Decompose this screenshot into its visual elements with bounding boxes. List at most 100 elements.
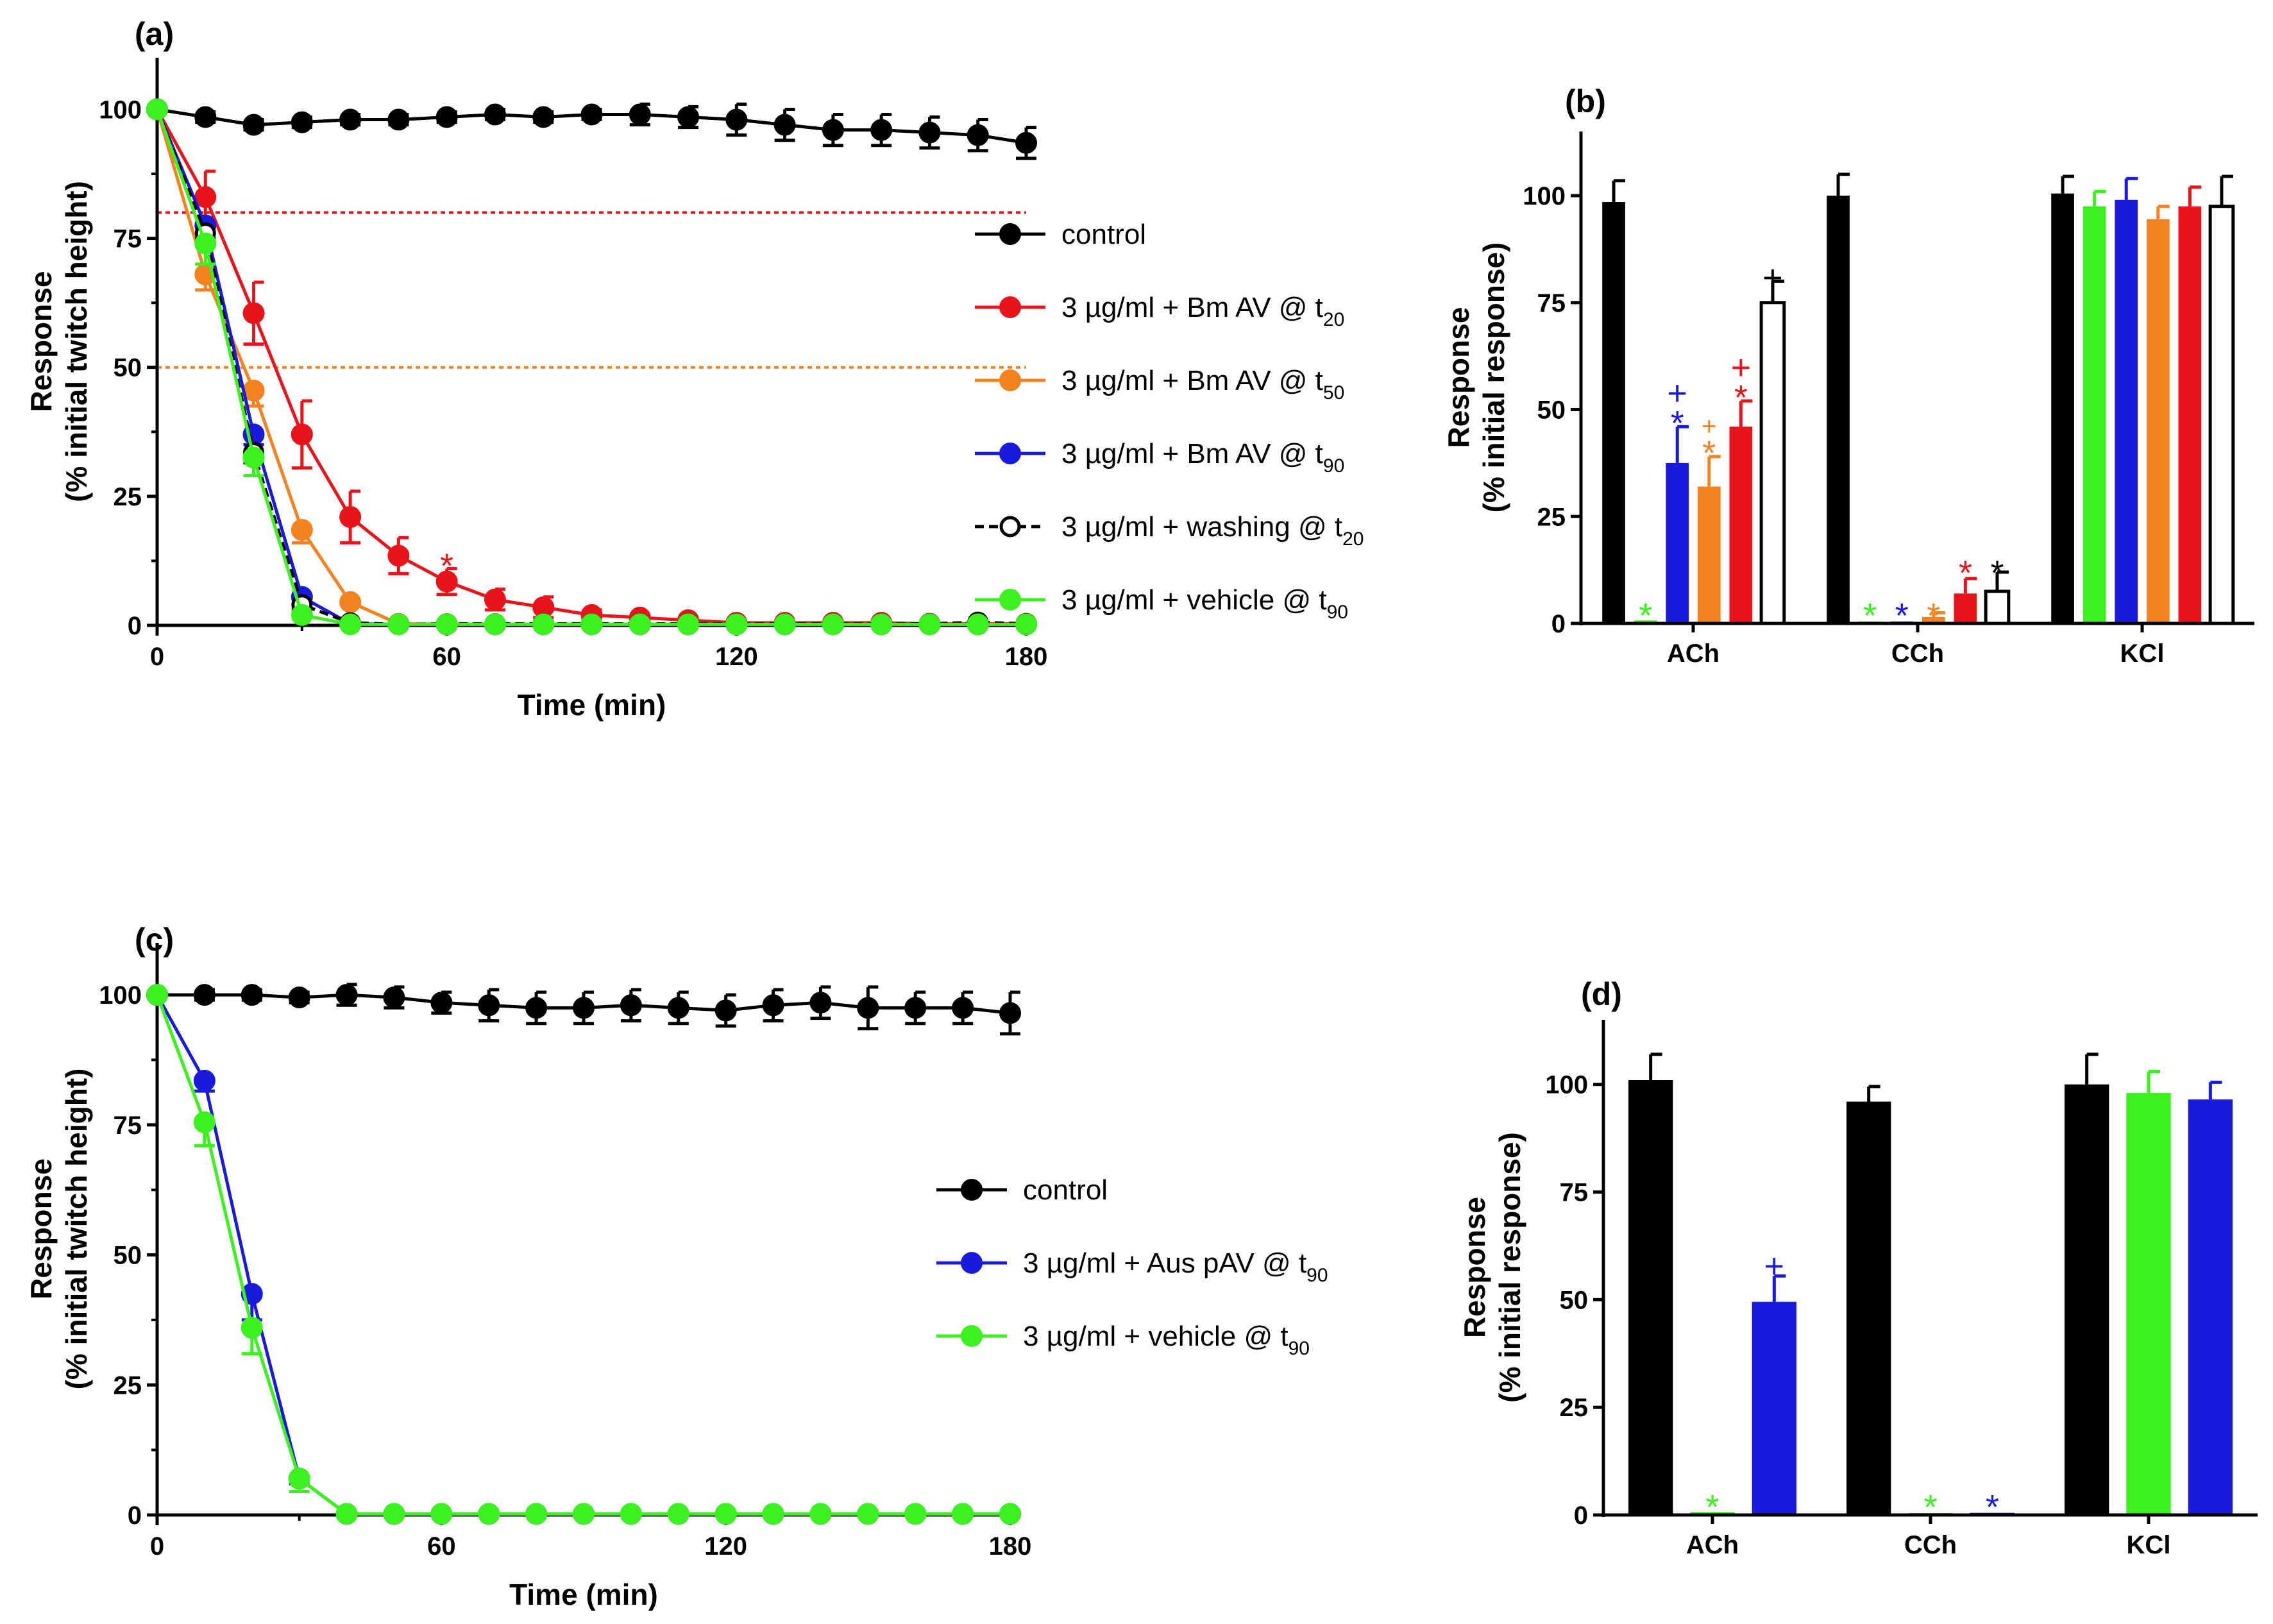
bar [2083,206,2106,623]
data-point [762,1503,784,1525]
data-point [288,1468,310,1490]
data-point [573,997,595,1019]
significance-marker: + [1762,258,1783,297]
legend-entry: 3 µg/ml + vehicle @ t90 [936,1321,1310,1359]
legend-subscript: 90 [1327,602,1348,623]
legend-subscript: 50 [1323,382,1344,403]
legend-marker [999,296,1021,318]
data-point [714,1503,737,1525]
panel-label-c: (c) [135,922,174,958]
data-point [525,1503,548,1525]
data-point [484,103,506,126]
category-label: KCl [2120,639,2165,668]
data-point [532,106,555,128]
legend-subscript: 20 [1323,309,1344,330]
bar [1984,589,2011,625]
data-point [999,1002,1021,1024]
significance-marker: * [1959,554,1972,592]
data-point [725,613,748,636]
significance-marker: + [1731,348,1752,387]
data-point [773,613,796,636]
y-tick-label: 75 [114,1112,142,1140]
y-tick-label: 75 [114,225,142,253]
legend-label: 3 µg/ml + Bm AV @ t90 [1061,438,1344,477]
data-point [677,106,700,128]
category-label: ACh [1686,1531,1739,1559]
data-point [387,613,410,636]
series-c-2 [146,984,1021,1525]
significance-marker: * [1671,404,1684,443]
significance-marker: * [1927,596,1940,635]
legend-entry: 3 µg/ml + Bm AV @ t20 [975,292,1344,330]
y-tick-label: 0 [1551,610,1566,638]
data-point [194,232,217,255]
bar [2146,219,2170,623]
data-point [335,1503,358,1525]
y-tick-label: 25 [114,483,142,511]
category-label: KCl [2127,1531,2171,1559]
data-point [580,613,603,636]
bar [1954,593,1977,623]
legend-label: 3 µg/ml + Bm AV @ t20 [1061,292,1344,330]
significance-marker: + [1702,412,1716,441]
data-point [822,613,844,636]
data-point [146,984,168,1006]
legend-label: 3 µg/ml + Bm AV @ t50 [1061,365,1344,403]
significance-marker: + [1764,1247,1785,1285]
significance-marker: * [1863,596,1877,635]
series-a-0 [146,98,1037,160]
bar [2178,206,2202,623]
data-point [383,986,405,1009]
panel-label-a: (a) [135,16,174,52]
legend-label: 3 µg/ml + vehicle @ t90 [1061,584,1348,623]
bar [1666,462,1689,623]
panel-d-bar-chart: (d) 0 25 50 75 100 ACh CCh KCl Response (% initial… [1458,976,2258,1559]
bar-series-d-1 [1690,1070,2171,1515]
y-axis-title: Response [1458,1197,1491,1338]
legend-entry: 3 µg/ml + Aus pAV @ t90 [936,1248,1328,1286]
bar [2208,205,2235,625]
significance-marker: * [1895,596,1909,635]
data-point [339,591,362,613]
y-axis-subtitle: (% initial twitch height) [60,181,93,502]
significance-marker: * [440,546,453,585]
bar [1759,301,1786,625]
bar [1846,1101,1891,1515]
legend-marker [999,223,1021,245]
data-point [291,519,313,541]
bar [1697,486,1721,623]
y-tick-label: 100 [99,96,142,124]
bar [1827,196,1850,624]
data-point [525,997,548,1019]
data-point [667,1503,689,1525]
data-point [339,506,362,529]
legend-marker [999,443,1021,464]
bar [1729,427,1753,623]
legend-marker [999,369,1021,391]
data-point [620,1503,642,1525]
data-point [904,1503,927,1525]
legend-marker [961,1179,983,1201]
y-tick-label: 25 [114,1371,142,1400]
bar [2188,1099,2233,1515]
data-point [952,997,974,1019]
bar-series-b-1 [1634,189,2106,623]
bar [2115,199,2138,624]
data-point [580,103,603,126]
y-axis-title: Response [24,1158,58,1299]
panel-c-line-chart: (c) 0 25 50 75 100 0 60 120 180 Time (min) Response… [24,922,1328,1611]
data-point [435,570,458,593]
legend-label: 3 µg/ml + Aus pAV @ t90 [1023,1248,1328,1286]
data-point [773,114,796,136]
y-tick-label: 25 [1560,1394,1589,1422]
data-point [383,1503,405,1525]
y-tick-label: 0 [128,612,142,640]
series-line [155,994,1010,1516]
panel-label-b: (b) [1565,83,1606,119]
data-point [904,997,927,1019]
data-point [714,999,737,1022]
data-point [435,613,458,636]
data-point [620,994,642,1017]
bar-series-b-2 [1666,176,2138,624]
